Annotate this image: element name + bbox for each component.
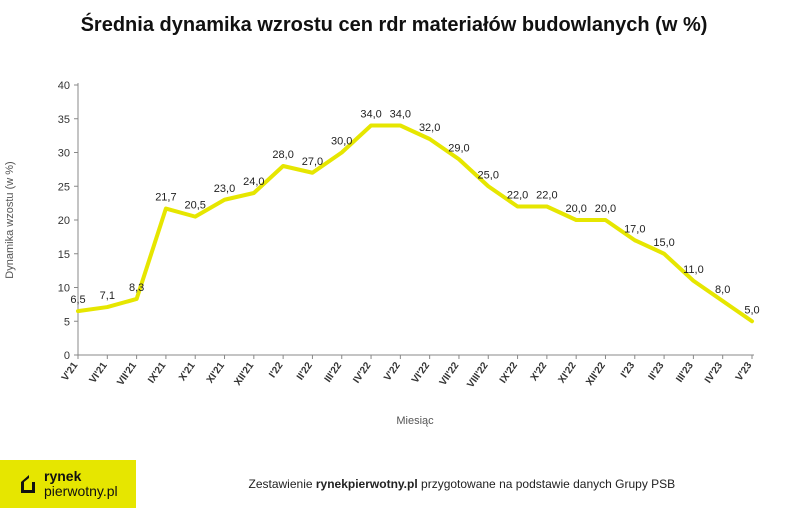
footer-bar: rynek pierwotny.pl Zestawienie rynekpier…	[0, 460, 788, 508]
x-axis-label: Miesiąc	[70, 415, 760, 427]
svg-text:I'23: I'23	[619, 360, 638, 380]
svg-text:VIII'22: VIII'22	[465, 360, 491, 390]
svg-text:III'23: III'23	[674, 360, 696, 385]
svg-text:III'22: III'22	[323, 360, 345, 385]
svg-text:V'23: V'23	[734, 360, 755, 383]
svg-text:20,5: 20,5	[185, 200, 206, 212]
footer-text-bold: rynekpierwotny.pl	[316, 477, 418, 491]
svg-text:32,0: 32,0	[419, 122, 440, 134]
footer-text-suffix: przygotowane na podstawie danych Grupy P…	[418, 477, 675, 491]
svg-text:II'23: II'23	[647, 360, 667, 382]
brand-text: rynek pierwotny.pl	[44, 469, 118, 498]
svg-text:I'22: I'22	[267, 360, 286, 380]
svg-text:15: 15	[58, 249, 70, 261]
svg-text:II'22: II'22	[295, 360, 315, 382]
svg-text:XII'22: XII'22	[584, 360, 608, 388]
svg-text:28,0: 28,0	[272, 149, 293, 161]
brand-line1: rynek	[44, 469, 118, 484]
svg-text:0: 0	[64, 350, 70, 362]
footer-caption: Zestawienie rynekpierwotny.pl przygotowa…	[136, 460, 788, 508]
svg-text:35: 35	[58, 114, 70, 126]
svg-text:VII'21: VII'21	[115, 360, 139, 388]
svg-text:X'22: X'22	[529, 360, 550, 383]
chart-title: Średnia dynamika wzrostu cen rdr materia…	[0, 0, 788, 37]
svg-text:20,0: 20,0	[565, 203, 586, 215]
svg-text:40: 40	[58, 80, 70, 92]
brand-line2: pierwotny.pl	[44, 484, 118, 499]
svg-text:25,0: 25,0	[478, 169, 499, 181]
svg-text:30: 30	[58, 148, 70, 160]
footer-text-prefix: Zestawienie	[249, 477, 316, 491]
footer-brand-block: rynek pierwotny.pl	[0, 460, 136, 508]
svg-text:IX'21: IX'21	[146, 360, 168, 385]
svg-text:VII'22: VII'22	[438, 360, 462, 388]
chart-container: Średnia dynamika wzrostu cen rdr materia…	[0, 0, 788, 508]
svg-text:21,7: 21,7	[155, 192, 176, 204]
svg-text:6,5: 6,5	[70, 294, 85, 306]
svg-text:34,0: 34,0	[390, 109, 411, 121]
svg-text:25: 25	[58, 181, 70, 193]
svg-text:22,0: 22,0	[507, 190, 528, 202]
svg-text:V'21: V'21	[60, 360, 81, 383]
svg-text:34,0: 34,0	[360, 109, 381, 121]
svg-text:22,0: 22,0	[536, 190, 557, 202]
svg-text:V'22: V'22	[382, 360, 403, 383]
svg-text:X'21: X'21	[177, 360, 198, 383]
svg-text:20,0: 20,0	[595, 203, 616, 215]
svg-text:8,0: 8,0	[715, 284, 730, 296]
svg-text:23,0: 23,0	[214, 183, 235, 195]
svg-text:XI'21: XI'21	[205, 360, 227, 385]
svg-text:27,0: 27,0	[302, 156, 323, 168]
svg-text:20: 20	[58, 215, 70, 227]
svg-text:10: 10	[58, 283, 70, 295]
svg-text:30,0: 30,0	[331, 136, 352, 148]
svg-text:VI'22: VI'22	[410, 360, 432, 385]
svg-text:7,1: 7,1	[100, 290, 115, 302]
svg-text:XI'22: XI'22	[556, 360, 578, 385]
svg-text:IX'22: IX'22	[498, 360, 520, 385]
svg-text:24,0: 24,0	[243, 176, 264, 188]
y-axis-label: Dynamika wzostu (w %)	[4, 160, 16, 280]
brand-icon	[18, 475, 36, 493]
svg-text:IV'23: IV'23	[703, 360, 725, 385]
svg-text:5,0: 5,0	[744, 304, 759, 316]
svg-text:11,0: 11,0	[683, 264, 704, 276]
svg-text:IV'22: IV'22	[351, 360, 373, 385]
svg-text:XII'21: XII'21	[233, 360, 257, 388]
svg-text:VI'21: VI'21	[88, 360, 110, 385]
svg-text:5: 5	[64, 316, 70, 328]
svg-text:8,3: 8,3	[129, 282, 144, 294]
chart-plot-area: 0510152025303540V'21VI'21VII'21IX'21X'21…	[70, 75, 760, 365]
svg-text:15,0: 15,0	[653, 237, 674, 249]
line-chart-svg: 0 5 10 15 20 25 30 35 40 V'21 VI'21VII'21 IX'21 X'21…	[35, 65, 785, 415]
svg-text:17,0: 17,0	[624, 223, 645, 235]
svg-text:29,0: 29,0	[448, 142, 469, 154]
